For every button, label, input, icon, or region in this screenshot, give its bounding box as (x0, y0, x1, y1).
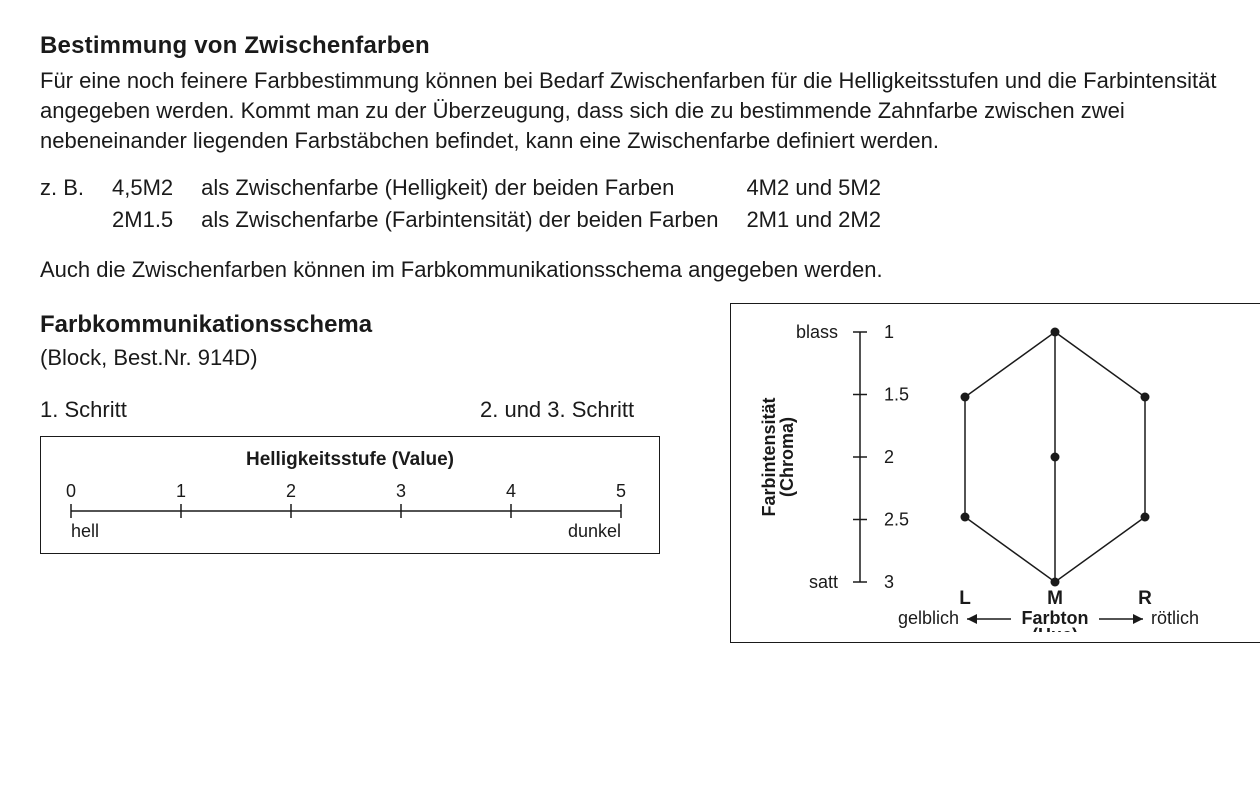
svg-text:gelblich: gelblich (898, 608, 959, 628)
svg-text:0: 0 (66, 481, 76, 501)
svg-text:4: 4 (506, 481, 516, 501)
svg-text:dunkel: dunkel (568, 521, 621, 541)
schema-subtitle: (Block, Best.Nr. 914D) (40, 343, 730, 373)
svg-text:5: 5 (616, 481, 626, 501)
svg-text:hell: hell (71, 521, 99, 541)
example-desc: als Zwischenfarbe (Farbintensität) der b… (201, 205, 746, 237)
step23-label: 2. und 3. Schritt (480, 395, 634, 425)
svg-text:satt: satt (809, 572, 838, 592)
svg-text:M: M (1047, 588, 1063, 609)
hue-diagram: 1 1.5 2 2.5 3 blass satt Farbintensität(Chroma)… (745, 312, 1255, 632)
example-prefix: z. B. (40, 173, 112, 205)
section-heading: Bestimmung von Zwischenfarben (40, 30, 1220, 62)
example-pair: 2M1 und 2M2 (746, 205, 909, 237)
svg-text:2: 2 (286, 481, 296, 501)
table-row: 2M1.5 als Zwischenfarbe (Farbintensität)… (40, 205, 909, 237)
svg-text:Farbintensität(Chroma): Farbintensität(Chroma) (759, 397, 797, 516)
svg-text:blass: blass (796, 322, 838, 342)
svg-text:(Hue): (Hue) (1032, 625, 1078, 632)
hue-chroma-chart: 1 1.5 2 2.5 3 blass satt Farbintensität(Chroma)… (730, 303, 1260, 643)
examples-table: z. B. 4,5M2 als Zwischenfarbe (Helligkei… (40, 173, 909, 236)
svg-text:R: R (1138, 588, 1152, 609)
svg-text:1: 1 (176, 481, 186, 501)
svg-text:1.5: 1.5 (884, 384, 909, 404)
step1-label: 1. Schritt (40, 395, 480, 425)
example-code: 4,5M2 (112, 173, 201, 205)
svg-text:L: L (959, 588, 971, 609)
svg-text:rötlich: rötlich (1151, 608, 1199, 628)
svg-text:2: 2 (884, 447, 894, 467)
svg-text:3: 3 (884, 572, 894, 592)
table-row: z. B. 4,5M2 als Zwischenfarbe (Helligkei… (40, 173, 909, 205)
example-code: 2M1.5 (112, 205, 201, 237)
svg-text:3: 3 (396, 481, 406, 501)
value-chart-title: Helligkeitsstufe (Value) (61, 447, 639, 473)
example-desc: als Zwischenfarbe (Helligkeit) der beide… (201, 173, 746, 205)
value-axis: 0 1 2 3 4 5 hell dunkel (61, 475, 641, 545)
note-paragraph: Auch die Zwischenfarben können im Farbko… (40, 255, 1220, 285)
svg-text:2.5: 2.5 (884, 509, 909, 529)
intro-paragraph: Für eine noch feinere Farbbestimmung kön… (40, 66, 1220, 155)
value-chart: Helligkeitsstufe (Value) 0 1 2 3 4 5 hell dunke… (40, 436, 660, 554)
schema-heading: Farbkommunikationsschema (40, 309, 730, 341)
svg-text:1: 1 (884, 322, 894, 342)
example-pair: 4M2 und 5M2 (746, 173, 909, 205)
